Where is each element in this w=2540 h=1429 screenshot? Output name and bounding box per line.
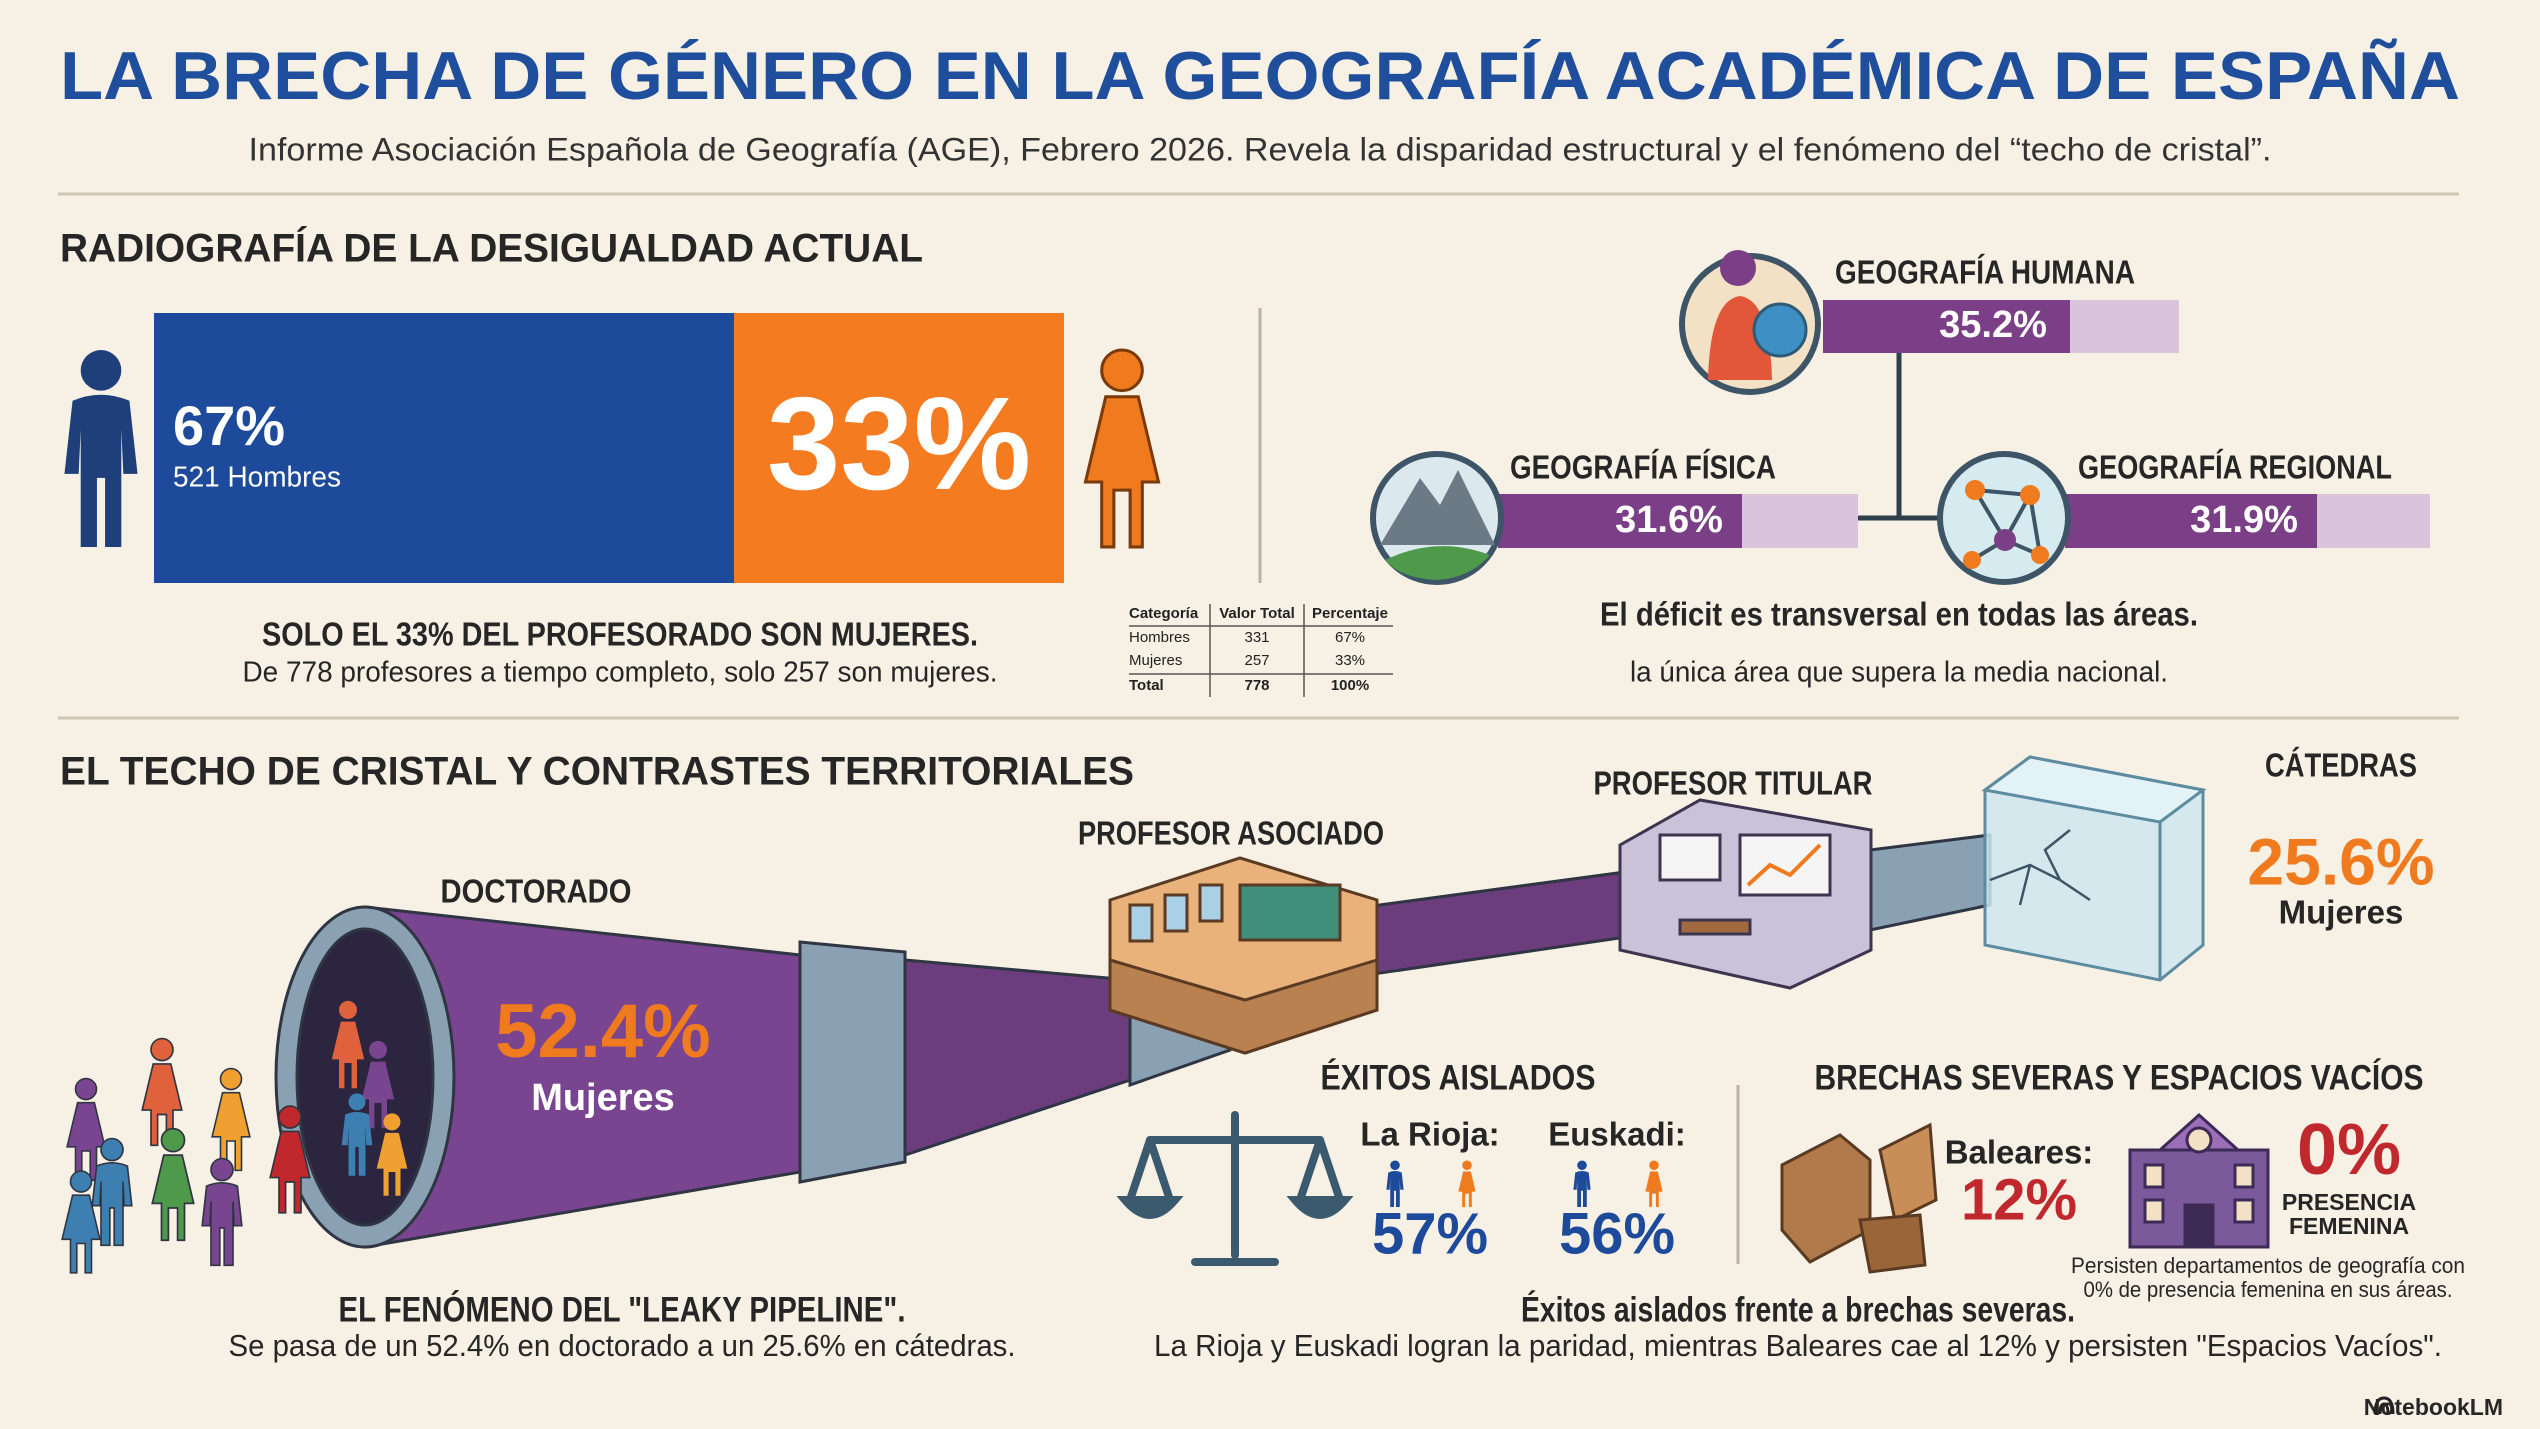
region-value: 56% (1559, 1201, 1675, 1266)
data-table: Categoría Valor Total Percentaje Hombres… (1129, 604, 1393, 697)
table-header: Percentaje (1312, 605, 1388, 622)
caption-text: Se pasa de un 52.4% en doctorado a un 25… (229, 1328, 1016, 1363)
women-percent: 33% (767, 370, 1031, 517)
stage-label: PROFESOR ASOCIADO (1078, 815, 1384, 852)
puzzle-icon (1780, 1122, 1938, 1274)
caption-title: EL FENÓMENO DEL "LEAKY PIPELINE". (339, 1289, 906, 1329)
table-header: Categoría (1129, 605, 1199, 622)
table-cell: Mujeres (1129, 652, 1182, 669)
subtitle: Informe Asociación Española de Geografía… (249, 131, 2272, 167)
chart-line (1746, 843, 1822, 887)
area-icon (1720, 250, 1756, 286)
caption-text: La Rioja y Euskadi logran la paridad, mi… (1154, 1328, 2442, 1363)
table-header: Valor Total (1219, 605, 1295, 622)
area-icon (1385, 546, 1490, 580)
caption-title: El déficit es transversal en todas las á… (1600, 596, 2198, 633)
stage-label: DOCTORADO (441, 873, 632, 910)
caption-text: De 778 profesores a tiempo completo, sol… (243, 657, 998, 689)
stage-value: 52.4% (495, 989, 711, 1074)
section-heading: RADIOGRAFÍA DE LA DESIGUALDAD ACTUAL (60, 226, 923, 271)
blackboard (1238, 883, 1342, 942)
area-icon (2031, 546, 2049, 564)
stage-label: CÁTEDRAS (2265, 747, 2417, 784)
men-count: 521 Hombres (173, 462, 341, 494)
area-icon (1752, 302, 1808, 358)
region-label: Baleares: (1945, 1134, 2094, 1171)
stage-unit: Mujeres (2279, 894, 2404, 931)
area-label: GEOGRAFÍA REGIONAL (2078, 449, 2392, 486)
region-label: La Rioja: (1360, 1116, 1499, 1153)
region-value: 57% (1372, 1201, 1488, 1266)
empty-value: 0% (2297, 1110, 2401, 1190)
caption-title: Éxitos aislados frente a brechas severas… (1521, 1289, 2075, 1329)
pipe-segment (798, 940, 907, 1184)
area-label: GEOGRAFÍA FÍSICA (1510, 449, 1776, 486)
stage-value: 25.6% (2247, 824, 2434, 898)
table-cell: Hombres (1129, 629, 1190, 646)
table-cell: 331 (1244, 629, 1269, 646)
area-bar-fill (1498, 494, 1742, 548)
scale-icon (1116, 1111, 1354, 1266)
section-heading: EL TECHO DE CRISTAL Y CONTRASTES TERRITO… (60, 750, 1134, 794)
area-regional: GEOGRAFÍA REGIONAL 31.9% (1937, 449, 2430, 585)
area-icon (1380, 470, 1495, 545)
area-bar-fill (1823, 300, 2070, 353)
classroom (1108, 856, 1379, 1055)
subheading: BRECHAS SEVERAS Y ESPACIOS VACÍOS (1815, 1057, 2424, 1097)
area-fisica: GEOGRAFÍA FÍSICA 31.6% (1370, 449, 1858, 585)
window (1163, 893, 1189, 933)
women-bar (734, 313, 1064, 583)
subheading: ÉXITOS AISLADOS (1321, 1057, 1596, 1097)
region-value: 12% (1961, 1167, 2077, 1232)
area-value: 31.9% (2190, 499, 2298, 541)
table-cell: 33% (1335, 652, 1365, 669)
pipe-mouth (295, 927, 435, 1227)
stage-unit: Mujeres (531, 1077, 675, 1119)
table-cell: 257 (1244, 652, 1269, 669)
area-icon (1970, 488, 2042, 562)
area-icon (2020, 485, 2040, 505)
area-value: 31.6% (1615, 499, 1723, 541)
stage-label: PROFESOR TITULAR (1594, 765, 1873, 802)
window (1198, 883, 1224, 923)
cube-face (1981, 755, 2207, 824)
empty-label: FEMENINA (2289, 1213, 2409, 1239)
note: Persisten departamentos de geografía con (2071, 1253, 2465, 1278)
table-cell: 100% (1331, 677, 1369, 694)
area-icon (1994, 529, 2016, 551)
caption-text: la única área que supera la media nacion… (1630, 657, 2168, 689)
note: 0% de presencia femenina en sus áreas. (2084, 1277, 2453, 1302)
area-icon (1965, 480, 1985, 500)
crack (1989, 829, 2091, 906)
table-cell: 778 (1244, 677, 1269, 694)
screen (1738, 833, 1832, 897)
glass-cube (1981, 755, 2207, 982)
desk (1678, 918, 1752, 936)
area-icon (1937, 451, 2071, 585)
room-floor (1108, 957, 1379, 1055)
title: LA BRECHA DE GÉNERO EN LA GEOGRAFÍA ACAD… (60, 38, 2460, 114)
office (1618, 798, 1873, 990)
caption-title: SOLO EL 33% DEL PROFESORADO SON MUJERES. (262, 616, 978, 653)
area-value: 35.2% (1939, 304, 2047, 346)
building-icon (2128, 1112, 2270, 1249)
area-label: GEOGRAFÍA HUMANA (1835, 254, 2135, 291)
area-humana: GEOGRAFÍA HUMANA 35.2% (1679, 250, 2179, 395)
brand-icon (2373, 1396, 2395, 1415)
empty-label: PRESENCIA (2282, 1189, 2416, 1215)
table-cell: 67% (1335, 629, 1365, 646)
screen (1658, 833, 1722, 882)
area-icon (1963, 551, 1981, 569)
region-label: Euskadi: (1548, 1116, 1686, 1153)
men-bar (154, 313, 734, 583)
table-cell: Total (1129, 677, 1164, 694)
men-percent: 67% (173, 394, 285, 457)
area-bar-fill (2065, 494, 2317, 548)
window (1128, 903, 1154, 943)
